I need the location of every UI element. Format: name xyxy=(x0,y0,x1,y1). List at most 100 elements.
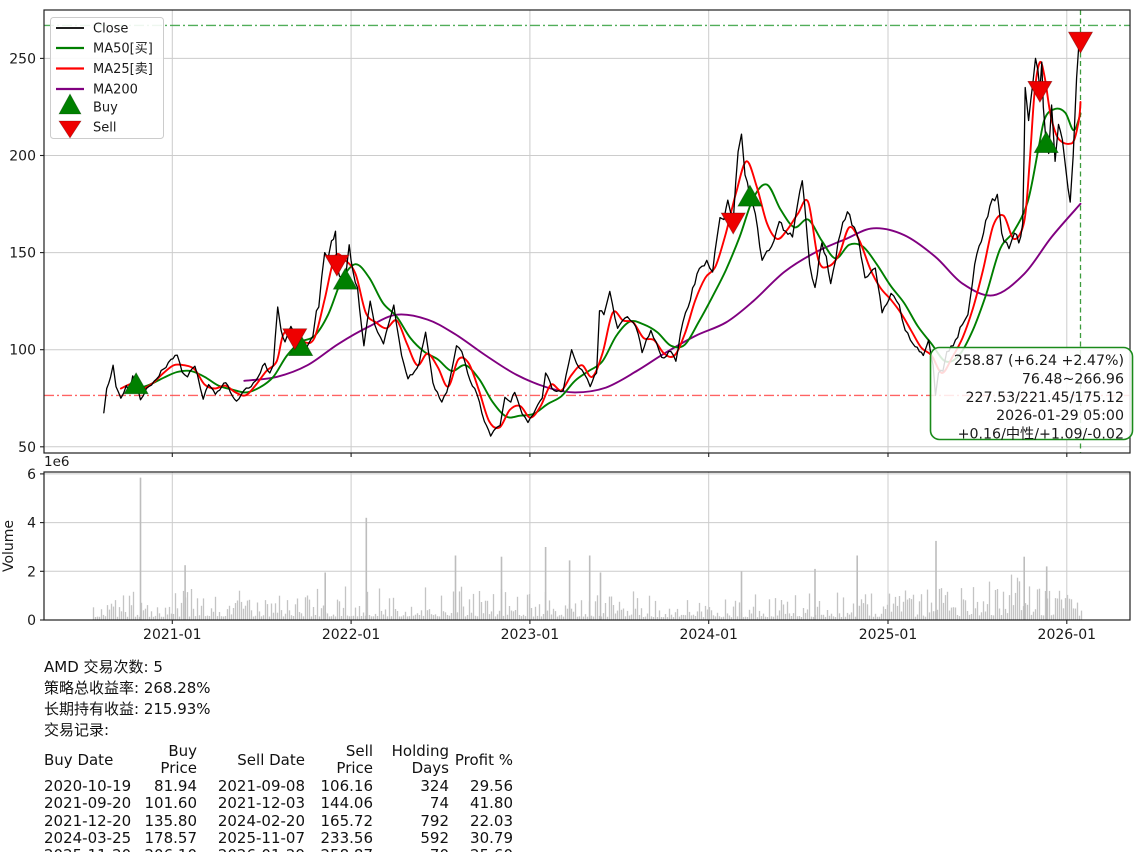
x-tick-label: 2022-01 xyxy=(322,627,381,643)
trade-table-col-header: Sell Date xyxy=(237,750,305,769)
trade-table-col-header: Buy Date xyxy=(44,750,114,769)
volume-axis-label: Volume xyxy=(1,520,17,572)
trade-cell: 792 xyxy=(420,811,449,830)
volume-scale-offset-label: 1e6 xyxy=(44,454,69,470)
trade-table-col-header: Buy Price xyxy=(160,742,197,778)
trade-cell: 41.80 xyxy=(470,794,513,813)
stat-buyhold-return: 长期持有收益: 215.93% xyxy=(44,700,211,718)
stat-trade-records-label: 交易记录: xyxy=(44,721,110,739)
x-tick-label: 2026-01 xyxy=(1038,627,1097,643)
legend-label: Close xyxy=(93,22,128,37)
trade-row: 2020-10-19 81.94 2021-09-08 106.16 324 29.56 xyxy=(44,776,513,795)
strategy-stats: AMD 交易次数: 5 策略总收益率: 268.28% 长期持有收益: 215.… xyxy=(44,657,513,852)
trade-table: Buy Date Buy Price Sell Date Sell Price Hold… xyxy=(44,742,513,852)
legend-buy-triangle-icon xyxy=(58,93,82,115)
trade-table-header: Buy Date Buy Price Sell Date Sell Price Hold… xyxy=(44,742,513,778)
stock-chart: 50 100 150 200 250 0 2 4 6 2021-01 2022-01 2023-01 2… xyxy=(1,9,1134,643)
sell-marker xyxy=(324,254,350,277)
volume-ytick-label: 2 xyxy=(27,564,36,580)
quote-annotation-line: 2026-01-29 05:00 xyxy=(996,408,1124,424)
legend-label: MA25[卖] xyxy=(93,62,153,77)
trade-cell: 592 xyxy=(420,829,449,848)
trade-row: 2025-11-20206.102026-01-29258.877025.60 xyxy=(44,847,513,852)
price-ytick-label: 150 xyxy=(9,246,36,262)
trade-cell: 70 xyxy=(373,847,449,852)
trade-cell: 178.57 xyxy=(144,829,198,848)
sell-marker xyxy=(1027,80,1053,104)
trade-markers xyxy=(123,31,1094,395)
trade-cell: 135.80 xyxy=(144,811,198,830)
price-panel-frame xyxy=(43,9,1131,454)
x-tick-label: 2025-01 xyxy=(859,627,918,643)
trade-table-col-header: Holding Days xyxy=(391,742,449,778)
trade-cell: 81.94 xyxy=(154,776,197,795)
trade-cell: 101.60 xyxy=(144,794,198,813)
sell-marker xyxy=(282,328,308,351)
trade-cell: 2025-11-20 xyxy=(44,847,139,852)
trade-table-body: 2020-10-19 81.94 2021-09-08 106.16 324 29.56 2… xyxy=(44,776,513,852)
volume-bars xyxy=(92,477,1083,620)
trade-cell: 2024-02-20 xyxy=(217,811,305,830)
quote-annotation-line: +0.16/中性/+1.09/-0.02 xyxy=(958,427,1124,443)
quote-annotation-line: 258.87 (+6.24 +2.47%) xyxy=(954,353,1124,369)
legend-label: Sell xyxy=(93,121,116,136)
price-ytick-label: 100 xyxy=(9,343,36,359)
trade-cell: 2024-03-25 xyxy=(44,829,132,848)
buy-marker xyxy=(123,372,149,395)
close-line xyxy=(103,34,1082,437)
legend-sell-triangle-icon xyxy=(58,120,82,139)
legend: Close MA50[买] MA25[卖] MA200 Buy Sell xyxy=(50,17,164,139)
trade-row: 2021-12-20 135.80 2024-02-20 165.72 792 22.03 xyxy=(44,811,513,830)
trade-cell: 2025-11-07 xyxy=(217,829,305,848)
trade-cell: 2021-09-08 xyxy=(217,776,305,795)
sell-marker xyxy=(720,212,746,235)
sell-marker xyxy=(1067,31,1094,54)
trade-table-header-row: Buy Date Buy Price Sell Date Sell Price Hold… xyxy=(44,742,513,778)
legend-label: Buy xyxy=(93,101,118,116)
price-ytick-label: 50 xyxy=(18,440,36,456)
trade-row: 2021-09-20 101.60 2021-12-03 144.06 74 41.80 xyxy=(44,794,513,813)
volume-ytick-label: 6 xyxy=(27,467,36,483)
trade-row: 2024-03-25 178.57 2025-11-07 233.56 592 30.79 xyxy=(44,829,513,848)
legend-label: MA200 xyxy=(93,83,138,98)
price-ytick-label: 250 xyxy=(9,51,36,67)
legend-label: MA50[买] xyxy=(93,42,153,57)
trade-cell: 233.56 xyxy=(320,829,374,848)
trade-cell: 2026-01-29 xyxy=(197,847,305,852)
buy-marker xyxy=(1033,130,1059,153)
trade-cell: 30.79 xyxy=(470,829,513,848)
price-ytick-label: 200 xyxy=(9,149,36,165)
x-tick-label: 2023-01 xyxy=(501,627,560,643)
volume-ytick-label: 0 xyxy=(27,613,36,629)
trade-cell: 2021-12-03 xyxy=(217,794,305,813)
buy-marker xyxy=(332,267,358,290)
trade-table-col-header: Sell Price xyxy=(336,742,373,778)
stat-strategy-return: 策略总收益率: 268.28% xyxy=(44,679,211,697)
axes-ticks: 50 100 150 200 250 0 2 4 6 2021-01 2022-01 2023-01 2… xyxy=(9,51,1096,643)
trade-table-col-header: Profit % xyxy=(454,750,513,769)
trade-cell: 2021-09-20 xyxy=(44,794,132,813)
trade-cell: 25.60 xyxy=(449,847,513,852)
trade-cell: 206.10 xyxy=(139,847,198,852)
trade-cell: 258.87 xyxy=(305,847,374,852)
trade-cell: 144.06 xyxy=(320,794,374,813)
trade-cell: 29.56 xyxy=(470,776,513,795)
volume-ytick-label: 4 xyxy=(27,516,36,532)
quote-annotation-line: 76.48~266.96 xyxy=(1022,371,1124,387)
quote-annotation-line: 227.53/221.45/175.12 xyxy=(966,390,1125,406)
trade-cell: 2021-12-20 xyxy=(44,811,132,830)
trade-cell: 22.03 xyxy=(470,811,513,830)
quote-annotation-box xyxy=(929,346,1134,441)
trade-cell: 74 xyxy=(429,794,449,813)
quote-annotation: 258.87 (+6.24 +2.47%) 76.48~266.96 227.53/… xyxy=(929,346,1134,443)
buy-marker xyxy=(737,184,763,207)
x-tick-label: 2024-01 xyxy=(679,627,738,643)
stat-trade-count: AMD 交易次数: 5 xyxy=(44,658,163,676)
trade-cell: 106.16 xyxy=(320,776,374,795)
volume-panel-frame xyxy=(43,471,1131,621)
trade-cell: 2020-10-19 xyxy=(44,776,132,795)
x-tick-label: 2021-01 xyxy=(143,627,202,643)
trade-cell: 165.72 xyxy=(320,811,374,830)
trade-cell: 324 xyxy=(420,776,449,795)
